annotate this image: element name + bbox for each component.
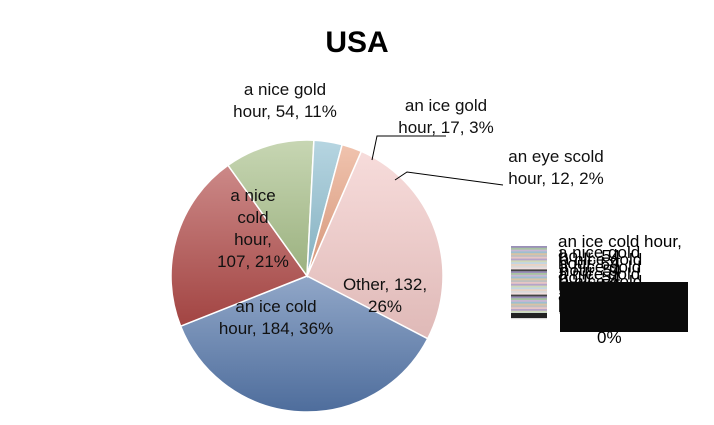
leader-lines <box>371 135 504 186</box>
legend-swatch <box>511 265 547 269</box>
legend-swatch <box>511 278 547 282</box>
legend-label: 0% <box>597 328 622 347</box>
legend-swatch <box>511 280 547 284</box>
legend-label: hour, 54 <box>559 247 620 266</box>
legend-swatch <box>511 271 547 275</box>
legend-swatch <box>511 313 547 318</box>
legend-swatch <box>511 273 547 276</box>
legend-swatch <box>511 287 547 291</box>
legend-swatch <box>511 251 547 255</box>
legend-swatch <box>511 267 547 271</box>
legend-swatch <box>511 255 547 258</box>
legend-label: a nice gold <box>560 250 642 269</box>
data-label: a nice cold hour, 107, 21% <box>217 186 289 271</box>
legend-swatch <box>511 303 547 307</box>
legend-swatch <box>511 282 547 285</box>
legend-swatch <box>511 276 547 280</box>
legend-swatch <box>511 291 547 294</box>
pie-slice-a-nice-gold-hour <box>226 139 315 279</box>
data-label: a nice gold hour, 54, 11% <box>233 80 337 121</box>
pie-slice-a-nice-cold-hour <box>170 164 309 328</box>
legend-swatch <box>511 289 547 293</box>
legend-swatch <box>511 253 547 257</box>
legend-swatch <box>511 269 547 273</box>
legend-swatch <box>511 247 547 251</box>
legend-label: a nice gold <box>558 243 640 262</box>
legend-swatch <box>511 298 547 302</box>
leader-line <box>394 171 504 186</box>
leader-line <box>371 135 446 161</box>
legend-swatch <box>511 296 547 300</box>
pie-slice-an-ice-cold-hour <box>179 275 429 413</box>
legend-swatch <box>511 274 547 278</box>
legend-swatch <box>511 307 547 311</box>
legend-swatch <box>511 264 547 267</box>
chart-title: USA <box>325 26 388 59</box>
pie-slices <box>170 139 444 413</box>
legend-label: a nice gold <box>559 257 641 276</box>
legend-swatch <box>511 285 547 289</box>
legend-swatch <box>511 305 547 309</box>
legend-swatch <box>511 292 547 296</box>
legend-label: an ice cold hour, <box>558 232 682 251</box>
legend-swatch <box>511 300 547 303</box>
legend-label: hour, 54 <box>560 261 621 280</box>
data-label: an ice gold hour, 17, 3% <box>398 96 493 137</box>
data-label: Other, 132, 26% <box>343 275 427 316</box>
data-label: an eye scold hour, 12, 2% <box>508 147 603 188</box>
legend-swatch <box>511 309 547 312</box>
legend-swatch <box>511 301 547 305</box>
legend-swatch <box>511 258 547 262</box>
legend-label: hour, 54 <box>558 254 619 273</box>
legend-swatch <box>511 294 547 298</box>
legend-swatch <box>511 246 547 249</box>
legend-swatch <box>511 260 547 264</box>
legend-label: a nice gold <box>558 265 640 284</box>
data-label: an ice cold hour, 184, 36% <box>219 297 333 338</box>
legend-swatch <box>511 256 547 260</box>
legend-swatch <box>511 310 547 314</box>
legend-swatch <box>511 249 547 253</box>
legend-swatch <box>511 262 547 266</box>
data-labels: Other, 132, 26%an ice cold hour, 184, 36% a… <box>217 80 604 338</box>
legend-overlap-block <box>560 282 688 332</box>
legend-swatch <box>511 283 547 287</box>
pie-slice-an-eye-scold-hour <box>306 143 363 277</box>
